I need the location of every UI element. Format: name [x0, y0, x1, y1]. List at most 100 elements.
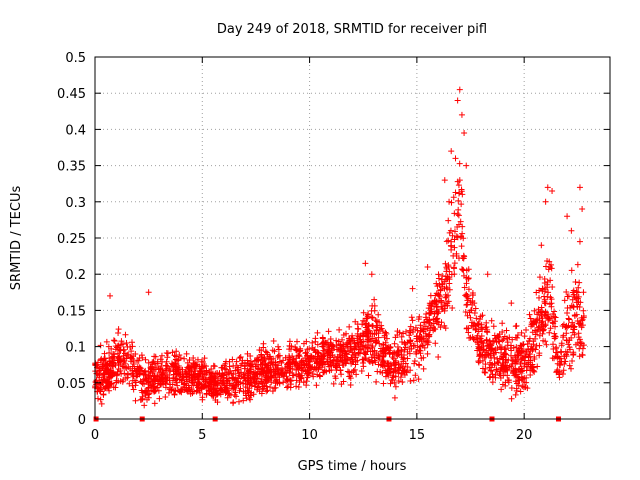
data-point — [275, 371, 282, 378]
data-point — [385, 368, 392, 375]
data-point — [362, 321, 369, 328]
data-point — [525, 346, 532, 353]
data-point — [181, 380, 188, 387]
data-point — [138, 352, 145, 359]
data-point — [408, 314, 415, 321]
data-point — [156, 395, 163, 402]
data-point — [499, 381, 506, 388]
data-point — [186, 357, 193, 364]
data-point — [275, 343, 282, 350]
data-point — [492, 371, 499, 378]
data-point — [424, 263, 431, 270]
data-point — [471, 300, 478, 307]
data-point — [558, 340, 565, 347]
data-point — [452, 189, 459, 196]
data-point — [476, 351, 483, 358]
data-point — [526, 311, 533, 318]
data-point — [433, 280, 440, 287]
data-point — [499, 360, 506, 367]
data-point — [549, 284, 556, 291]
data-point — [139, 393, 146, 400]
data-point — [456, 177, 463, 184]
data-point — [424, 325, 431, 332]
data-point — [250, 391, 257, 398]
data-point — [302, 349, 309, 356]
data-point — [502, 369, 509, 376]
data-point — [518, 365, 525, 372]
data-point — [360, 360, 367, 367]
data-point — [97, 365, 104, 372]
data-point — [251, 372, 258, 379]
data-point — [492, 349, 499, 356]
data-point — [365, 372, 372, 379]
data-point — [580, 314, 587, 321]
data-point — [310, 373, 317, 380]
data-point — [212, 389, 219, 396]
data-point — [300, 340, 307, 347]
data-point — [109, 362, 116, 369]
data-point — [437, 287, 444, 294]
data-point — [359, 356, 366, 363]
data-point — [417, 350, 424, 357]
data-point — [431, 310, 438, 317]
data-point — [240, 397, 247, 404]
data-point — [254, 375, 261, 382]
data-point — [274, 366, 281, 373]
data-point — [367, 338, 374, 345]
data-point — [517, 361, 524, 368]
data-point — [545, 266, 552, 273]
data-point — [135, 357, 142, 364]
data-point — [575, 284, 582, 291]
data-point — [562, 324, 569, 331]
data-point — [458, 243, 465, 250]
data-point — [371, 357, 378, 364]
data-point — [255, 384, 262, 391]
data-point — [142, 356, 149, 363]
y-tick-label: 0.45 — [57, 87, 86, 102]
data-point — [290, 372, 297, 379]
data-point — [451, 228, 458, 235]
data-point — [364, 336, 371, 343]
data-point — [224, 384, 231, 391]
data-point — [519, 375, 526, 382]
data-point — [521, 360, 528, 367]
data-point — [112, 384, 119, 391]
data-point — [395, 378, 402, 385]
data-point — [577, 339, 584, 346]
data-point — [133, 373, 140, 380]
data-point — [216, 370, 223, 377]
data-point — [123, 340, 130, 347]
data-point — [334, 364, 341, 371]
data-point — [368, 271, 375, 278]
data-point — [573, 341, 580, 348]
data-point — [328, 362, 335, 369]
data-point — [536, 342, 543, 349]
data-point — [365, 357, 372, 364]
y-tick-label: 0 — [78, 413, 86, 428]
data-point — [247, 352, 254, 359]
data-point — [375, 354, 382, 361]
data-point — [388, 362, 395, 369]
data-point — [550, 320, 557, 327]
data-point — [506, 364, 513, 371]
data-point — [297, 361, 304, 368]
data-point — [157, 378, 164, 385]
data-point — [451, 210, 458, 217]
data-point — [120, 376, 127, 383]
data-point — [448, 246, 455, 253]
data-point — [411, 360, 418, 367]
data-point — [325, 349, 332, 356]
data-point — [343, 330, 350, 337]
data-point — [569, 357, 576, 364]
data-point — [565, 341, 572, 348]
data-point — [486, 374, 493, 381]
data-point — [466, 335, 473, 342]
data-point — [362, 260, 369, 267]
data-point — [409, 285, 416, 292]
data-point — [573, 288, 580, 295]
data-point — [129, 382, 136, 389]
data-point — [156, 365, 163, 372]
data-point — [568, 227, 575, 234]
data-point — [540, 337, 547, 344]
data-point — [494, 359, 501, 366]
